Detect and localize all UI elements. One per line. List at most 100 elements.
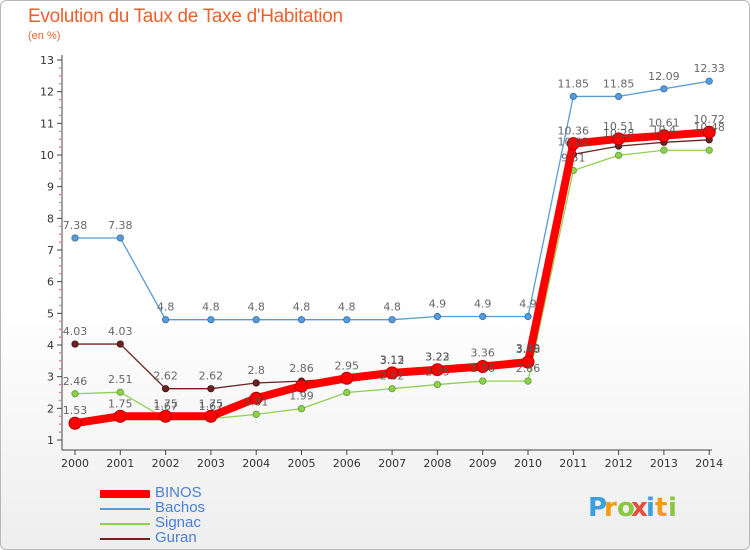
x-tick-label-2001: 2001 bbox=[106, 457, 134, 470]
point-binos-2002 bbox=[159, 409, 173, 423]
point-bachos-2000 bbox=[71, 234, 79, 242]
y-tick-label-8: 8 bbox=[47, 212, 54, 225]
data-label-signac-2003: 1.67 bbox=[199, 400, 224, 413]
y-tick-label-12: 12 bbox=[40, 86, 54, 99]
point-signac-2008 bbox=[433, 380, 441, 389]
y-minor-tick bbox=[59, 431, 61, 433]
data-label-signac-2007: 2.62 bbox=[380, 370, 405, 383]
y-minor-tick bbox=[59, 225, 61, 228]
legend-label-signac: Signac bbox=[155, 514, 201, 531]
data-label-binos-2008: 3.22 bbox=[425, 351, 450, 364]
point-signac-2004 bbox=[252, 410, 260, 418]
point-guran-2002 bbox=[162, 385, 170, 393]
data-label-guran-2011: 10.02 bbox=[558, 135, 590, 148]
chart-title: Evolution du Taux de Taxe d'Habitation bbox=[28, 6, 343, 27]
y-minor-tick bbox=[59, 399, 61, 402]
y-minor-tick bbox=[59, 130, 61, 133]
legend-swatch-bachos bbox=[100, 508, 150, 510]
data-label-binos-2001: 1.75 bbox=[108, 397, 133, 410]
data-label-binos-2014: 10.72 bbox=[693, 113, 725, 126]
y-minor-tick bbox=[59, 241, 61, 243]
point-bachos-2007 bbox=[388, 316, 396, 324]
data-label-guran-2002: 2.62 bbox=[153, 370, 178, 383]
y-minor-tick bbox=[59, 67, 61, 69]
data-label-bachos-2014: 12.33 bbox=[693, 62, 725, 75]
point-binos-2005 bbox=[295, 379, 308, 393]
y-minor-tick bbox=[59, 106, 61, 109]
brand-letter: i bbox=[668, 493, 677, 523]
point-guran-2003 bbox=[207, 385, 215, 393]
series-binos bbox=[68, 125, 716, 430]
y-minor-tick bbox=[59, 98, 61, 101]
point-bachos-2004 bbox=[252, 316, 260, 324]
data-label-bachos-2008: 4.9 bbox=[429, 298, 447, 311]
legend-item-guran[interactable]: Guran bbox=[100, 529, 300, 546]
y-minor-tick bbox=[59, 352, 61, 354]
y-minor-tick bbox=[59, 272, 61, 275]
point-binos-2009 bbox=[476, 360, 490, 374]
data-label-signac-2010: 2.86 bbox=[516, 362, 541, 375]
x-tick-label-2010: 2010 bbox=[514, 457, 542, 470]
point-signac-2009 bbox=[479, 377, 487, 385]
y-tick-label-9: 9 bbox=[47, 181, 54, 194]
data-label-bachos-2002: 4.8 bbox=[157, 301, 175, 314]
y-minor-tick bbox=[59, 177, 61, 180]
legend: BINOS Bachos Signac Guran bbox=[100, 484, 300, 546]
legend-swatch-signac bbox=[100, 523, 150, 525]
y-tick-label-5: 5 bbox=[47, 307, 54, 320]
series-layer bbox=[68, 77, 716, 430]
point-binos-2003 bbox=[204, 409, 218, 423]
point-bachos-2008 bbox=[433, 312, 441, 321]
brand-letter: i bbox=[646, 493, 655, 523]
legend-item-bachos[interactable]: Bachos bbox=[100, 499, 300, 516]
point-signac-2013 bbox=[660, 146, 668, 154]
y-minor-tick bbox=[59, 367, 61, 370]
data-label-bachos-2005: 4.8 bbox=[293, 301, 311, 314]
data-label-guran-2010: 3.49 bbox=[516, 342, 541, 355]
point-bachos-2005 bbox=[297, 316, 306, 324]
x-tick-label-2014: 2014 bbox=[695, 457, 723, 470]
data-label-guran-2007: 3.13 bbox=[380, 354, 405, 367]
legend-label-binos: BINOS bbox=[155, 484, 202, 501]
point-signac-2001 bbox=[116, 388, 124, 396]
brand-letter: o bbox=[617, 493, 635, 523]
legend-item-binos[interactable]: BINOS bbox=[100, 484, 300, 501]
data-label-bachos-2001: 7.38 bbox=[108, 219, 133, 232]
data-label-binos-2010: 3.46 bbox=[516, 343, 541, 356]
data-label-bachos-2012: 11.85 bbox=[603, 77, 635, 90]
data-label-signac-2005: 1.99 bbox=[289, 390, 314, 403]
data-label-signac-2008: 2.75 bbox=[425, 366, 450, 379]
data-label-guran-2014: 10.48 bbox=[693, 121, 725, 134]
point-binos-2010 bbox=[521, 355, 535, 369]
series-line-guran bbox=[75, 139, 710, 390]
data-label-guran-2012: 10.28 bbox=[603, 127, 635, 140]
y-minor-tick bbox=[59, 170, 61, 172]
point-binos-2008 bbox=[430, 363, 444, 377]
x-tick-label-2004: 2004 bbox=[242, 457, 270, 470]
data-label-bachos-2013: 12.09 bbox=[648, 70, 680, 83]
point-bachos-2011 bbox=[569, 92, 577, 101]
series-line-bachos bbox=[75, 80, 710, 321]
point-bachos-2001 bbox=[116, 234, 124, 242]
data-label-guran-2001: 4.03 bbox=[108, 325, 133, 338]
point-bachos-2006 bbox=[343, 316, 351, 324]
point-binos-2014 bbox=[702, 125, 716, 139]
data-label-bachos-2006: 4.8 bbox=[338, 301, 356, 314]
data-label-binos-2000: 1.53 bbox=[63, 404, 88, 417]
point-binos-2013 bbox=[657, 129, 671, 143]
y-minor-tick bbox=[59, 296, 61, 299]
legend-item-signac[interactable]: Signac bbox=[100, 514, 300, 531]
y-minor-tick bbox=[59, 162, 61, 164]
x-tick-label-2013: 2013 bbox=[650, 457, 678, 470]
y-minor-tick bbox=[59, 415, 61, 418]
data-label-guran-2000: 4.03 bbox=[63, 325, 88, 338]
x-tick-label-2005: 2005 bbox=[288, 457, 316, 470]
x-tick-label-2000: 2000 bbox=[61, 457, 89, 470]
point-bachos-2012 bbox=[614, 92, 623, 101]
point-bachos-2010 bbox=[524, 312, 532, 321]
x-tick-label-2008: 2008 bbox=[423, 457, 451, 470]
point-bachos-2013 bbox=[660, 85, 668, 93]
